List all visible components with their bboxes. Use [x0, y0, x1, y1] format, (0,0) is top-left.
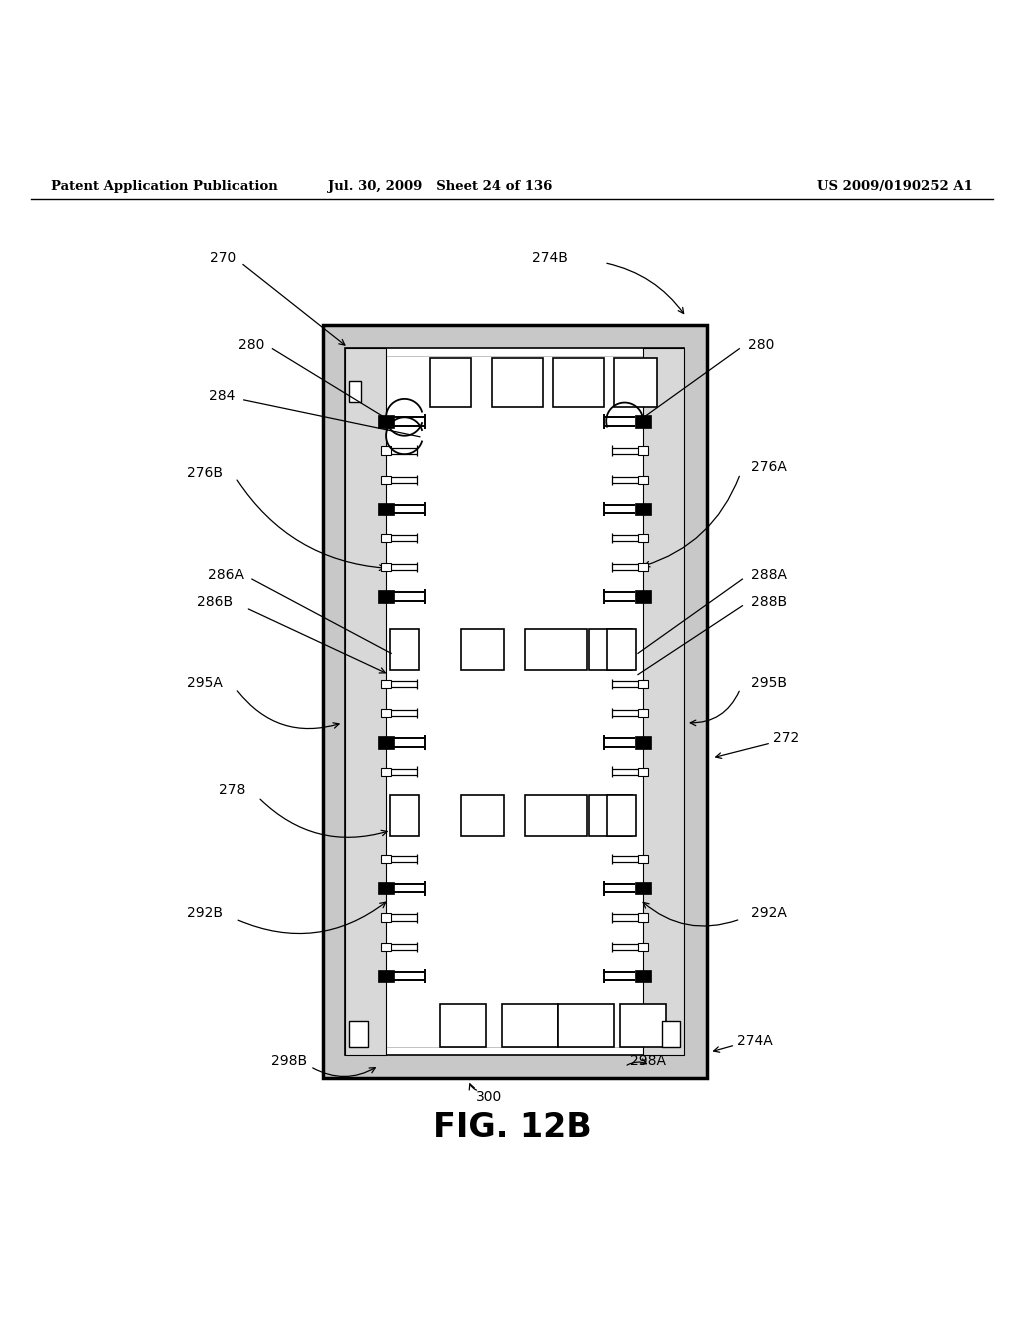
Text: 280: 280	[748, 338, 774, 351]
Bar	[638, 680, 648, 688]
Bar	[492, 358, 543, 407]
Bar	[430, 358, 471, 407]
Bar	[525, 628, 587, 669]
Text: 276A: 276A	[751, 461, 786, 474]
Text: 270: 270	[210, 251, 237, 264]
Bar	[638, 942, 648, 950]
Bar	[638, 446, 648, 454]
Bar	[349, 1022, 368, 1047]
Text: 284: 284	[209, 389, 236, 403]
Bar	[390, 628, 419, 669]
Bar	[607, 795, 636, 836]
Text: 288B: 288B	[751, 594, 786, 609]
Text: 274A: 274A	[737, 1034, 773, 1048]
Text: 292A: 292A	[751, 906, 786, 920]
Text: 295A: 295A	[187, 676, 223, 689]
Bar	[553, 358, 604, 407]
Bar	[614, 358, 657, 407]
Bar	[381, 942, 391, 950]
Bar	[638, 564, 648, 572]
Bar	[638, 475, 648, 484]
Bar	[607, 628, 636, 669]
Bar	[345, 347, 386, 1055]
Bar	[638, 855, 648, 863]
Text: 280: 280	[238, 338, 264, 351]
Bar	[635, 590, 651, 603]
Bar	[345, 347, 684, 1055]
Text: 272: 272	[773, 731, 800, 744]
Bar	[461, 795, 504, 836]
Text: Patent Application Publication: Patent Application Publication	[51, 181, 278, 194]
Text: 288A: 288A	[751, 568, 786, 582]
Bar	[635, 503, 651, 515]
Text: 292B: 292B	[187, 906, 223, 920]
Bar	[381, 564, 391, 572]
Bar	[390, 795, 419, 836]
Bar	[638, 913, 648, 921]
Text: 286A: 286A	[208, 568, 244, 582]
Bar	[662, 1022, 680, 1047]
Bar	[635, 416, 651, 428]
Bar	[440, 1005, 486, 1047]
Bar	[635, 882, 651, 895]
Bar	[323, 325, 707, 1078]
Bar	[378, 970, 394, 982]
Text: 276B: 276B	[187, 466, 223, 479]
Bar	[638, 535, 648, 543]
Bar	[638, 767, 648, 776]
Bar	[381, 913, 391, 921]
Bar	[620, 1005, 666, 1047]
Bar	[558, 1005, 614, 1047]
Bar	[378, 590, 394, 603]
Bar	[349, 381, 361, 403]
Text: Jul. 30, 2009   Sheet 24 of 136: Jul. 30, 2009 Sheet 24 of 136	[328, 181, 553, 194]
Bar	[381, 855, 391, 863]
Bar	[381, 767, 391, 776]
Bar	[381, 680, 391, 688]
Bar	[638, 709, 648, 717]
Bar	[461, 628, 504, 669]
Text: 274B: 274B	[532, 251, 568, 264]
Bar	[381, 475, 391, 484]
Text: 286B: 286B	[198, 594, 233, 609]
Text: 300: 300	[476, 1090, 503, 1105]
Bar	[353, 356, 676, 1047]
Bar	[378, 882, 394, 895]
Text: 278: 278	[219, 783, 246, 797]
Bar	[378, 737, 394, 748]
Bar	[589, 795, 632, 836]
Bar	[378, 416, 394, 428]
Text: US 2009/0190252 A1: US 2009/0190252 A1	[817, 181, 973, 194]
Bar	[381, 446, 391, 454]
Text: FIG. 12B: FIG. 12B	[432, 1111, 592, 1144]
Text: 295B: 295B	[751, 676, 786, 689]
Bar	[502, 1005, 558, 1047]
Bar	[643, 347, 684, 1055]
Bar	[378, 503, 394, 515]
Bar	[635, 970, 651, 982]
Text: 298A: 298A	[630, 1055, 666, 1068]
Bar	[381, 709, 391, 717]
Bar	[381, 535, 391, 543]
Text: 298B: 298B	[271, 1055, 307, 1068]
Bar	[525, 795, 587, 836]
Bar	[589, 628, 632, 669]
Bar	[635, 737, 651, 748]
